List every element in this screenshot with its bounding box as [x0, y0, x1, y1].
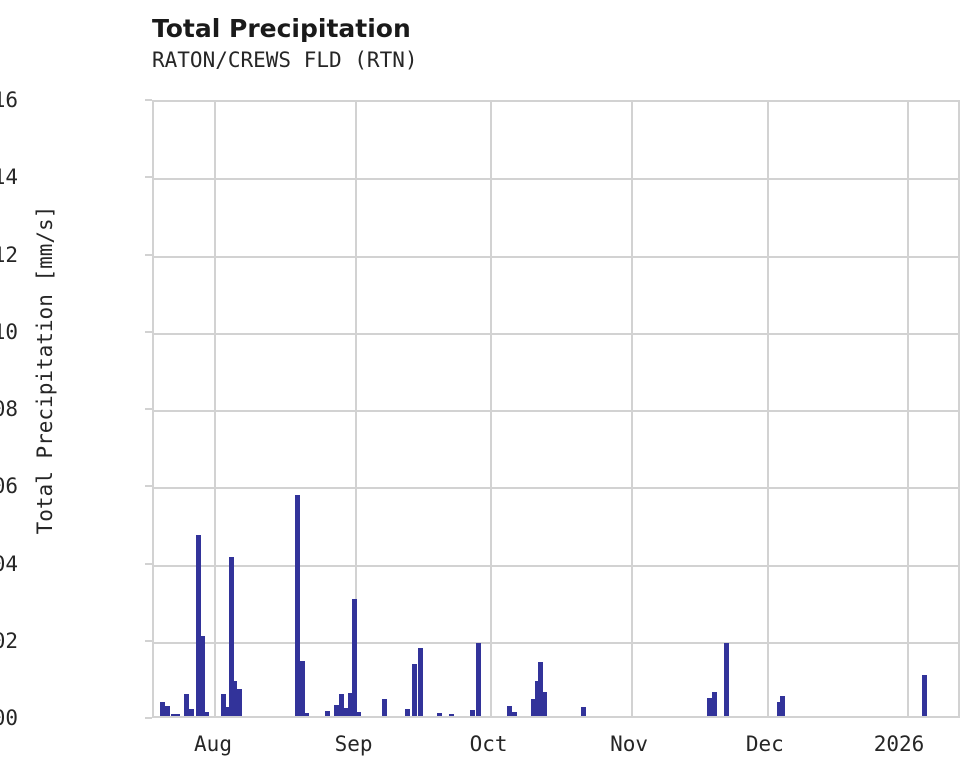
y-axis-label: Total Precipitation [mm/s] [33, 205, 57, 535]
plot-grid [154, 102, 958, 716]
y-tick-marker [145, 717, 152, 719]
gridline-vertical [631, 102, 633, 716]
bar [333, 705, 339, 716]
bar [382, 699, 388, 716]
y-tick-label: 0.000 [0, 706, 18, 730]
y-tick-label: 0.010 [0, 319, 18, 344]
bar [449, 714, 455, 716]
y-tick-label: 0.016 [0, 88, 18, 112]
bar [343, 708, 349, 716]
gridline-vertical [489, 102, 492, 716]
bar [200, 636, 206, 716]
bar [351, 599, 357, 716]
y-tick-label: 0.002 [0, 628, 18, 653]
bar [724, 643, 730, 716]
y-tick-label: 0.004 [0, 551, 18, 576]
bar [188, 708, 194, 716]
gridline-horizontal [154, 564, 958, 567]
x-tick-label: Oct [469, 732, 508, 756]
bar [303, 713, 309, 716]
y-tick-marker [145, 176, 152, 179]
bar [711, 692, 717, 716]
y-tick-label: 0.014 [0, 165, 18, 190]
y-tick-marker [145, 99, 152, 101]
bar [404, 708, 410, 716]
bar [534, 681, 540, 716]
y-tick-marker [145, 562, 152, 565]
y-tick-label: 0.008 [0, 397, 18, 421]
bar [184, 693, 190, 716]
bar-series [154, 102, 958, 716]
y-tick-marker [145, 330, 152, 333]
bar [581, 706, 587, 716]
bar [411, 663, 417, 716]
bar [512, 712, 518, 716]
bar [324, 710, 330, 716]
y-tick-label: 0.006 [0, 474, 18, 499]
bar [171, 713, 177, 716]
y-tick-marker [145, 253, 152, 256]
gridline-horizontal [154, 641, 958, 644]
bar [476, 642, 481, 716]
y-tick-marker [145, 485, 152, 488]
x-tick-label: Nov [610, 732, 649, 756]
gridline-vertical [214, 102, 216, 716]
bar [295, 494, 301, 716]
x-tick-label: 2026 [873, 732, 925, 756]
bar [530, 699, 536, 716]
bar [338, 694, 344, 716]
plot-area [152, 100, 960, 718]
gridline-vertical [766, 102, 769, 716]
y-tick-marker [145, 639, 152, 642]
bar [232, 681, 238, 716]
x-tick-label: Aug [194, 732, 232, 756]
bar [707, 698, 713, 716]
bar [204, 712, 210, 716]
bar [537, 661, 543, 716]
y-tick-label: 0.012 [0, 242, 18, 267]
bar [417, 648, 423, 716]
bar [542, 691, 548, 716]
bar [237, 688, 243, 716]
bar [470, 709, 476, 716]
page-title: Total Precipitation [152, 14, 411, 43]
gridline-horizontal [154, 178, 958, 181]
bar [776, 702, 782, 716]
bar [356, 712, 362, 716]
gridline-horizontal [154, 487, 958, 490]
chart-subtitle: RATON/CREWS FLD (RTN) [152, 48, 418, 72]
bar [160, 701, 166, 716]
y-tick-marker [145, 408, 152, 410]
bar [229, 557, 235, 716]
gridline-horizontal [154, 332, 958, 335]
gridline-horizontal [154, 255, 958, 258]
gridline-vertical [906, 102, 909, 716]
bar [506, 706, 512, 716]
bar [164, 705, 170, 716]
bar [195, 534, 201, 716]
gridline-horizontal [154, 410, 958, 412]
bar [348, 693, 354, 716]
bar [221, 694, 227, 716]
bar [922, 675, 928, 716]
bar [299, 660, 305, 716]
bar [780, 695, 786, 716]
x-tick-label: Sep [334, 732, 373, 756]
bar [437, 713, 443, 716]
bar [225, 706, 231, 716]
bar [175, 713, 181, 716]
x-tick-label: Dec [745, 732, 784, 756]
title-block: Total Precipitation RATON/CREWS FLD (RTN… [152, 14, 852, 74]
gridline-vertical [355, 102, 357, 716]
